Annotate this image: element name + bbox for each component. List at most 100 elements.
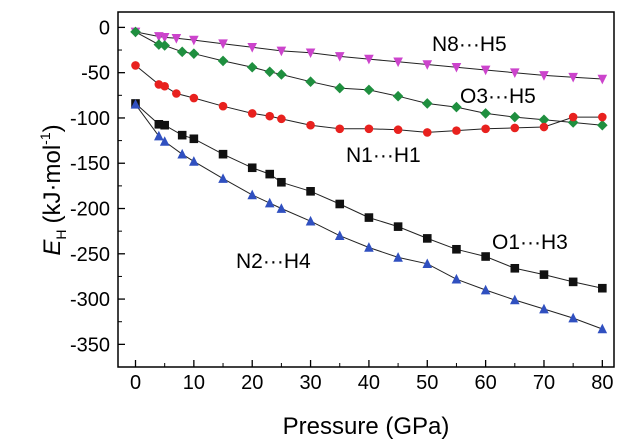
data-point (539, 270, 549, 279)
x-tick-label: 0 (130, 372, 141, 394)
data-point (510, 68, 520, 78)
data-point (568, 312, 578, 323)
y-axis-symbol: E (39, 239, 66, 256)
data-point (218, 149, 228, 159)
data-point (393, 57, 403, 68)
data-point (218, 101, 228, 111)
data-point (130, 99, 141, 109)
data-point (567, 117, 579, 128)
y-tick-label: -200 (70, 199, 110, 221)
data-point (510, 123, 520, 133)
data-point (451, 101, 462, 113)
data-point (247, 163, 257, 173)
x-tick-label: 30 (299, 372, 321, 394)
data-point (510, 294, 520, 305)
data-point (422, 60, 433, 70)
data-point (159, 136, 170, 146)
data-point (509, 111, 521, 123)
data-point (276, 46, 287, 57)
data-point (597, 119, 608, 131)
data-point (597, 323, 608, 334)
data-point (265, 111, 275, 121)
data-point (276, 69, 287, 80)
data-point (247, 189, 258, 200)
x-tick-label: 20 (241, 372, 263, 394)
data-point (421, 98, 433, 109)
series-line (135, 31, 603, 126)
data-point (481, 252, 490, 261)
data-point (131, 61, 140, 70)
axis-ticks: 0 10 20 30 40 50 60 70 80 0 -50 -100 -150 -200 -250 -30… (70, 17, 613, 394)
data-point (305, 48, 316, 59)
data-point (510, 263, 520, 273)
data-point (177, 148, 187, 159)
data-point (189, 93, 199, 103)
data-point (246, 61, 258, 73)
data-point (392, 90, 404, 102)
data-point (171, 33, 182, 44)
data-point (218, 39, 228, 49)
data-point (568, 112, 578, 122)
y-tick-label: -100 (70, 108, 110, 130)
data-point (598, 283, 607, 293)
data-point (154, 119, 164, 129)
data-point (160, 120, 169, 130)
data-point (177, 130, 187, 140)
y-axis-subscript: H (53, 229, 69, 239)
data-point (480, 108, 491, 119)
y-axis-title: EH (kJ·mol-1) (37, 124, 69, 255)
data-point (130, 26, 141, 38)
y-tick-label: 0 (99, 17, 110, 39)
y-axis-superscript: -1 (37, 132, 53, 145)
data-point (160, 81, 169, 91)
data-point (597, 74, 608, 85)
x-tick-label: 40 (358, 372, 380, 394)
data-point (364, 124, 374, 134)
data-point (176, 46, 188, 58)
data-point (247, 109, 257, 118)
y-axis-close-paren: ) (39, 124, 66, 132)
x-tick-label: 70 (533, 372, 555, 394)
series-0 (130, 27, 608, 85)
data-point (364, 54, 374, 65)
data-point (452, 126, 461, 135)
data-point (335, 199, 345, 209)
data-point (451, 273, 462, 284)
x-tick-label: 60 (474, 372, 496, 394)
data-point (364, 213, 374, 222)
data-point (539, 122, 549, 132)
data-point (393, 222, 403, 231)
data-point (452, 244, 461, 254)
x-axis-title: Pressure (GPa) (283, 413, 450, 439)
data-point (568, 72, 578, 83)
data-point (306, 187, 315, 196)
data-point (481, 124, 490, 134)
series-4 (130, 99, 608, 334)
data-point (480, 284, 491, 295)
data-point (264, 66, 276, 78)
series-1 (130, 26, 608, 131)
y-tick-label: -250 (70, 244, 110, 266)
series-2 (131, 61, 607, 137)
series-layer (130, 26, 608, 334)
data-point (189, 134, 199, 144)
data-point (598, 112, 607, 122)
data-point (189, 156, 199, 166)
data-point (189, 35, 199, 46)
data-point (188, 48, 200, 59)
data-point (276, 203, 287, 213)
data-point (364, 242, 374, 252)
data-point (159, 40, 170, 51)
plot-frame (117, 11, 615, 368)
data-point (422, 258, 433, 269)
data-point (277, 114, 286, 124)
data-point (393, 252, 403, 262)
data-point (538, 114, 550, 126)
svg-text:EH(kJ·mol-1): EH (kJ·mol-1) (37, 124, 69, 255)
data-point (247, 43, 258, 53)
series-label-o1-h3: O1···H3 (492, 231, 568, 254)
data-point (218, 173, 228, 183)
data-point (422, 234, 432, 243)
x-tick-label: 50 (416, 372, 438, 394)
